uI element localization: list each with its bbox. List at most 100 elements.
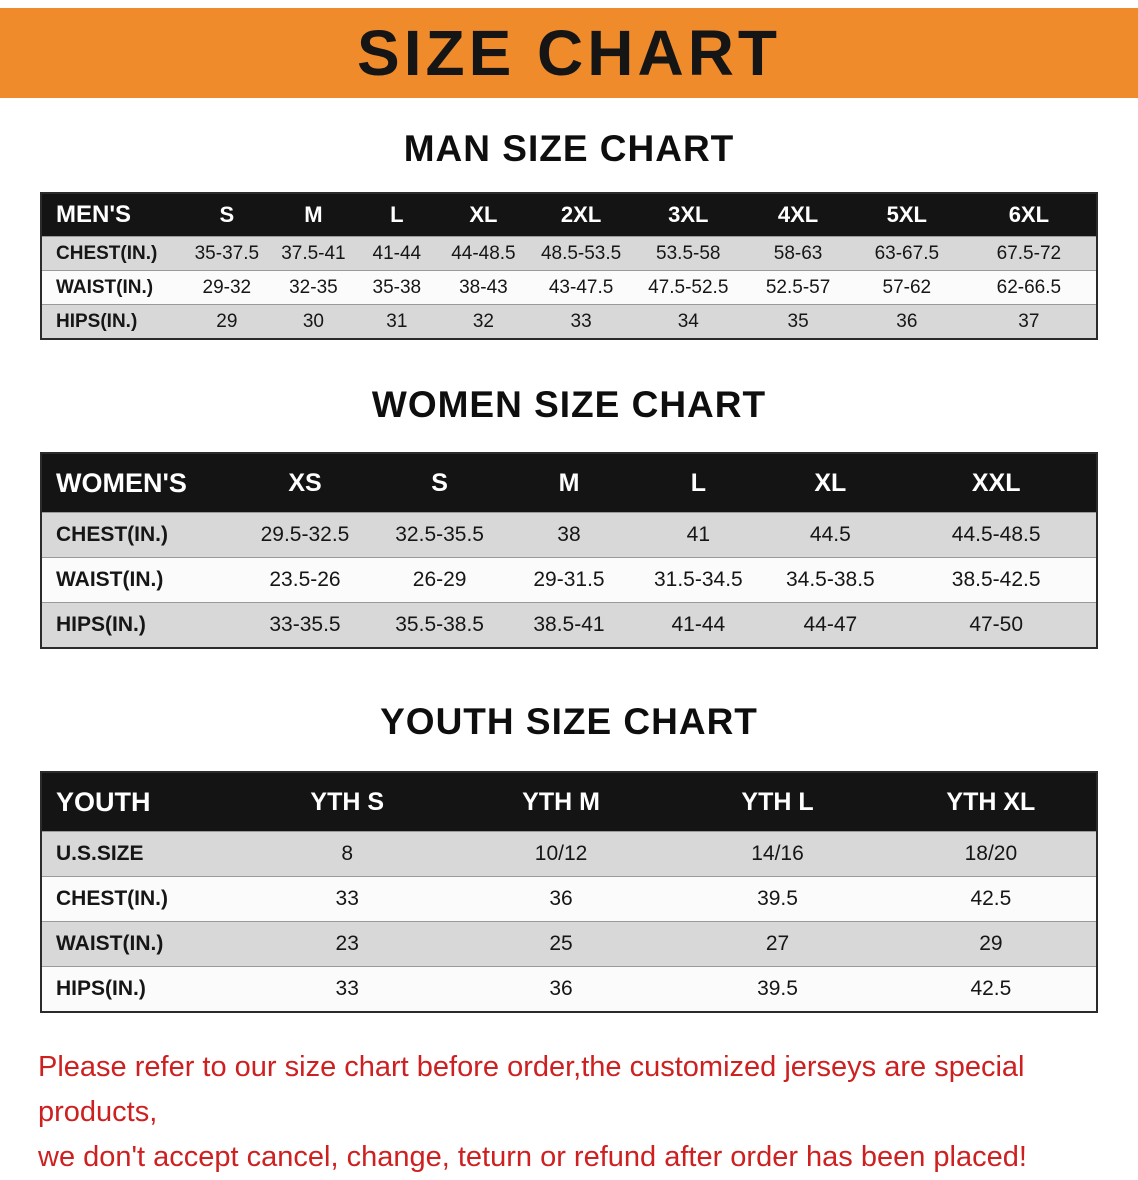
- column-header: XXL: [896, 453, 1097, 513]
- size-value: 35: [744, 304, 852, 339]
- size-value: 41: [632, 512, 765, 558]
- size-value: 53.5-58: [632, 236, 745, 271]
- size-value: 35-37.5: [183, 236, 271, 271]
- column-header: L: [356, 193, 437, 237]
- size-value: 41-44: [632, 602, 765, 648]
- size-value: 26-29: [373, 557, 506, 603]
- column-header: YTH L: [669, 772, 886, 832]
- size-value: 33: [529, 304, 633, 339]
- row-label: CHEST(IN.): [41, 876, 242, 922]
- size-value: 29: [885, 921, 1097, 967]
- size-value: 30: [270, 304, 357, 339]
- size-value: 8: [241, 831, 453, 877]
- size-value: 14/16: [669, 831, 886, 877]
- table-row: CHEST(IN.) 33 36 39.5 42.5: [41, 876, 1097, 922]
- youth-size-table: YOUTH YTH S YTH M YTH L YTH XL U.S.SIZE …: [40, 771, 1098, 1013]
- banner: SIZE CHART: [0, 8, 1138, 98]
- size-value: 67.5-72: [961, 236, 1097, 271]
- column-header: 6XL: [961, 193, 1097, 237]
- size-value: 42.5: [885, 966, 1097, 1012]
- size-value: 23.5-26: [236, 557, 374, 603]
- column-header: YTH M: [452, 772, 670, 832]
- section-title-men: MAN SIZE CHART: [403, 128, 735, 169]
- column-header: M: [505, 453, 633, 513]
- size-value: 34: [632, 304, 745, 339]
- size-value: 44-47: [764, 602, 897, 648]
- column-header: YOUTH: [41, 772, 242, 832]
- column-header: XS: [236, 453, 374, 513]
- size-value: 35.5-38.5: [373, 602, 506, 648]
- size-value: 33: [241, 876, 453, 922]
- row-label: CHEST(IN.): [41, 512, 237, 558]
- youth-header-row: YOUTH YTH S YTH M YTH L YTH XL: [41, 772, 1097, 832]
- size-value: 38.5-42.5: [896, 557, 1097, 603]
- size-value: 41-44: [356, 236, 437, 271]
- row-label: WAIST(IN.): [41, 270, 184, 305]
- size-value: 25: [452, 921, 670, 967]
- size-value: 29-32: [183, 270, 271, 305]
- column-header: L: [632, 453, 765, 513]
- size-value: 47-50: [896, 602, 1097, 648]
- men-header-row: MEN'S S M L XL 2XL 3XL 4XL 5XL 6XL: [41, 193, 1097, 237]
- disclaimer-line-2: we don't accept cancel, change, teturn o…: [38, 1140, 1027, 1173]
- column-header: S: [373, 453, 506, 513]
- size-value: 44.5: [764, 512, 897, 558]
- size-value: 32: [436, 304, 530, 339]
- row-label: HIPS(IN.): [41, 966, 242, 1012]
- size-value: 32.5-35.5: [373, 512, 506, 558]
- size-value: 36: [452, 876, 670, 922]
- size-value: 37: [961, 304, 1097, 339]
- section-title-youth: YOUTH SIZE CHART: [380, 701, 758, 742]
- size-value: 57-62: [851, 270, 962, 305]
- column-header: MEN'S: [41, 193, 184, 237]
- size-value: 39.5: [669, 966, 886, 1012]
- size-value: 32-35: [270, 270, 357, 305]
- size-value: 38.5-41: [505, 602, 633, 648]
- column-header: 2XL: [529, 193, 633, 237]
- size-value: 47.5-52.5: [632, 270, 745, 305]
- size-value: 44.5-48.5: [896, 512, 1097, 558]
- table-row: HIPS(IN.) 29 30 31 32 33 34 35 36 37: [41, 304, 1097, 339]
- table-row: CHEST(IN.) 35-37.5 37.5-41 41-44 44-48.5…: [41, 236, 1097, 271]
- table-row: HIPS(IN.) 33-35.5 35.5-38.5 38.5-41 41-4…: [41, 602, 1097, 648]
- size-value: 52.5-57: [744, 270, 852, 305]
- size-value: 39.5: [669, 876, 886, 922]
- table-row: U.S.SIZE 8 10/12 14/16 18/20: [41, 831, 1097, 877]
- table-row: WAIST(IN.) 29-32 32-35 35-38 38-43 43-47…: [41, 270, 1097, 305]
- size-value: 37.5-41: [270, 236, 357, 271]
- row-label: WAIST(IN.): [41, 921, 242, 967]
- size-value: 29-31.5: [505, 557, 633, 603]
- size-value: 38-43: [436, 270, 530, 305]
- size-value: 29: [183, 304, 271, 339]
- women-size-table: WOMEN'S XS S M L XL XXL CHEST(IN.) 29.5-…: [40, 452, 1098, 649]
- size-value: 48.5-53.5: [529, 236, 633, 271]
- table-row: WAIST(IN.) 23.5-26 26-29 29-31.5 31.5-34…: [41, 557, 1097, 603]
- row-label: CHEST(IN.): [41, 236, 184, 271]
- row-label: U.S.SIZE: [41, 831, 242, 877]
- row-label: HIPS(IN.): [41, 304, 184, 339]
- size-value: 27: [669, 921, 886, 967]
- size-value: 63-67.5: [851, 236, 962, 271]
- size-value: 62-66.5: [961, 270, 1097, 305]
- column-header: 3XL: [632, 193, 745, 237]
- disclaimer: Please refer to our size chart before or…: [0, 1045, 1138, 1180]
- size-value: 36: [851, 304, 962, 339]
- column-header: 5XL: [851, 193, 962, 237]
- size-value: 36: [452, 966, 670, 1012]
- size-value: 38: [505, 512, 633, 558]
- women-header-row: WOMEN'S XS S M L XL XXL: [41, 453, 1097, 513]
- size-value: 35-38: [356, 270, 437, 305]
- column-header: 4XL: [744, 193, 852, 237]
- size-value: 18/20: [885, 831, 1097, 877]
- size-value: 29.5-32.5: [236, 512, 374, 558]
- table-row: WAIST(IN.) 23 25 27 29: [41, 921, 1097, 967]
- column-header: M: [270, 193, 357, 237]
- size-value: 31: [356, 304, 437, 339]
- column-header: YTH S: [241, 772, 453, 832]
- column-header: YTH XL: [885, 772, 1097, 832]
- column-header: XL: [764, 453, 897, 513]
- size-value: 33-35.5: [236, 602, 374, 648]
- size-value: 43-47.5: [529, 270, 633, 305]
- size-value: 10/12: [452, 831, 670, 877]
- size-value: 42.5: [885, 876, 1097, 922]
